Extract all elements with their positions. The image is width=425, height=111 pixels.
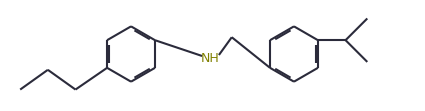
- Text: NH: NH: [201, 53, 219, 65]
